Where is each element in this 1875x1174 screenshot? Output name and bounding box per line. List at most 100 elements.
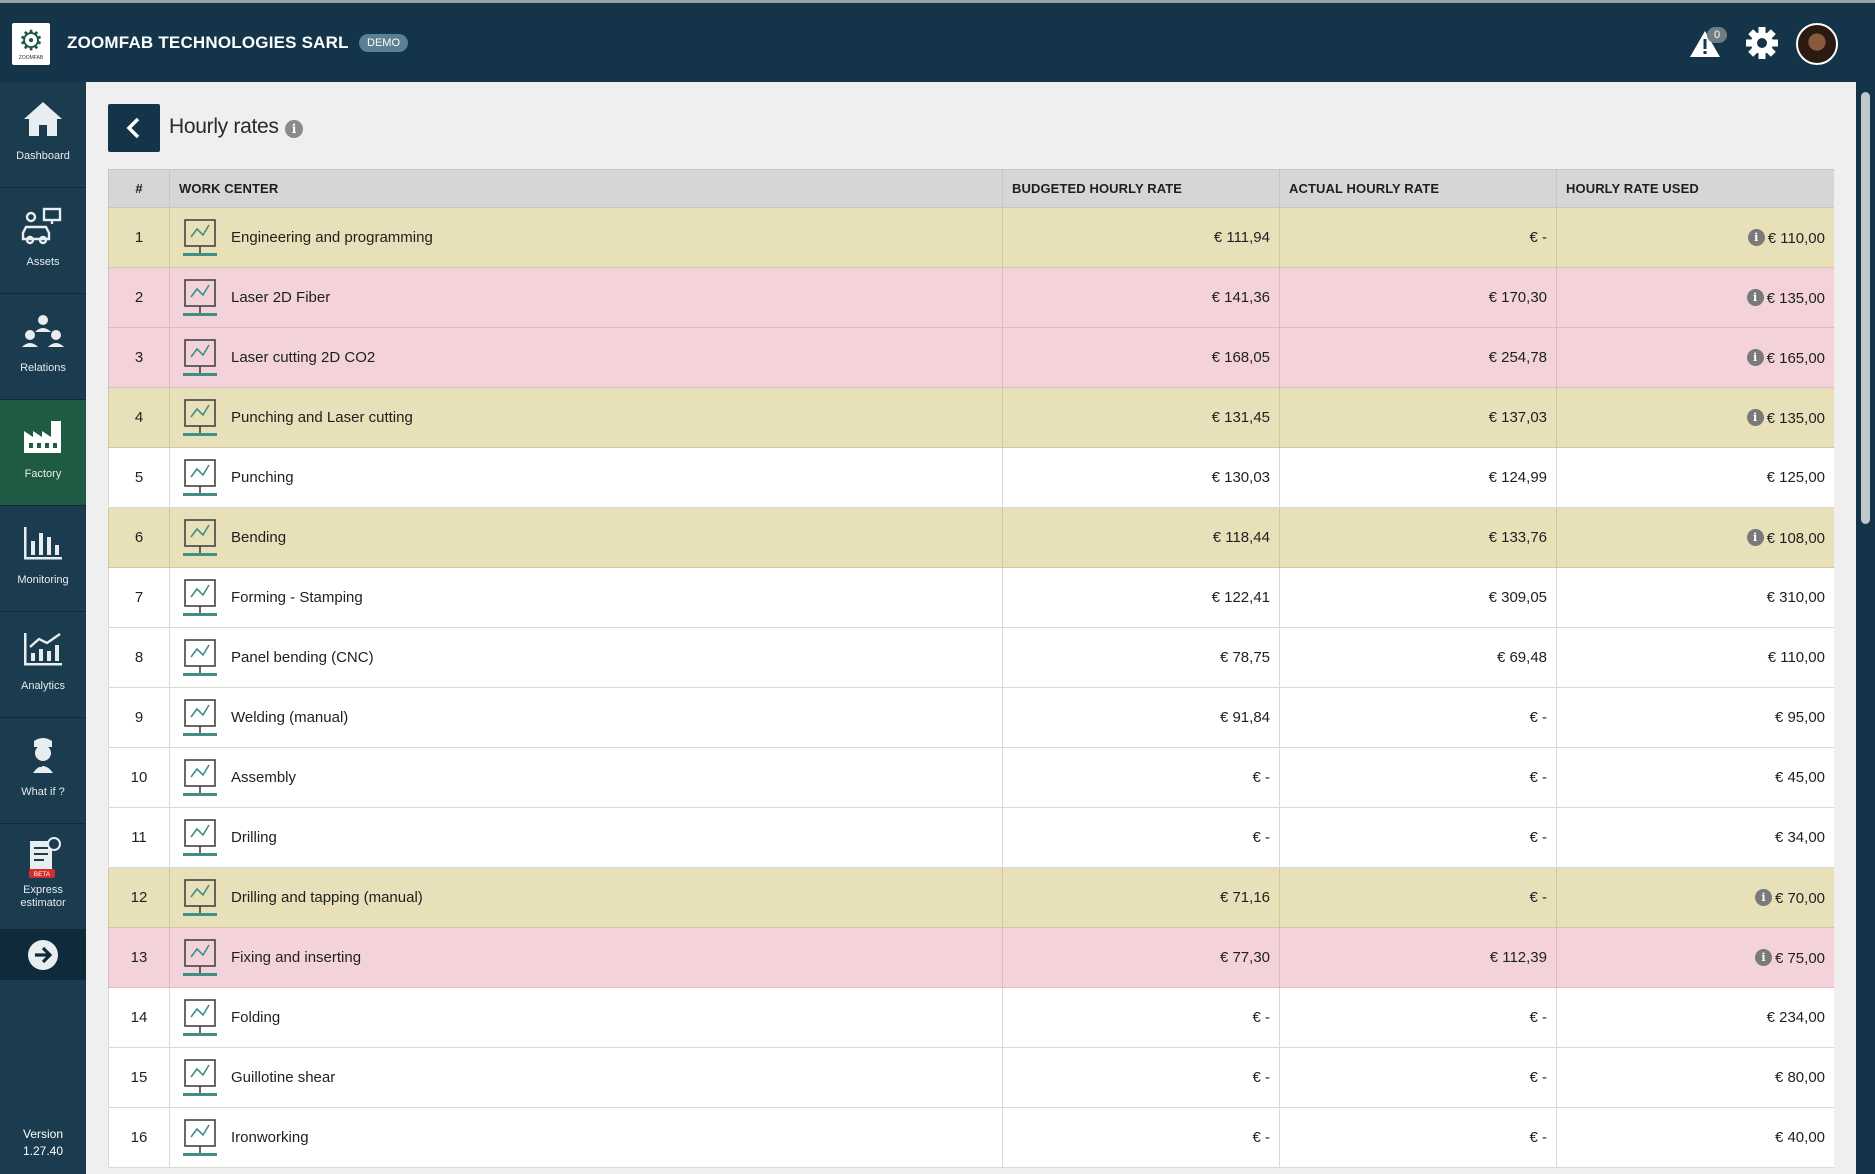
table-row[interactable]: 4 Punching and Laser cutting € 131,45 € 137… [108, 387, 1834, 448]
work-center-cell[interactable]: Folding [169, 987, 1003, 1048]
rate-used-value: € 125,00 [1766, 469, 1825, 486]
work-center-cell[interactable]: Laser cutting 2D CO2 [169, 327, 1003, 388]
rate-used-cell[interactable]: € 45,00 [1556, 747, 1834, 808]
sidebar-item-analytics[interactable]: Analytics [0, 612, 86, 718]
work-center-cell[interactable]: Forming - Stamping [169, 567, 1003, 628]
actual-rate-cell: € 170,30 [1279, 267, 1557, 328]
table-row[interactable]: 2 Laser 2D Fiber € 141,36 € 170,30 i € 135,00 [108, 267, 1834, 328]
column-header-budgeted-rate[interactable]: BUDGETED HOURLY RATE [1002, 169, 1280, 208]
expand-sidebar-button[interactable] [0, 930, 86, 980]
gear-logo-icon: ⚙ [18, 25, 44, 56]
sidebar-item-label: Assets [26, 256, 60, 268]
work-center-name: Ironworking [231, 1129, 309, 1146]
table-row[interactable]: 7 Forming - Stamping € 122,41 € 309,05 € 310… [108, 567, 1834, 628]
worker-fixing-icon [183, 938, 217, 976]
rate-used-cell[interactable]: i € 75,00 [1556, 927, 1834, 988]
work-center-cell[interactable]: Laser 2D Fiber [169, 267, 1003, 328]
rate-used-cell[interactable]: i € 135,00 [1556, 267, 1834, 328]
rate-used-value: € 75,00 [1774, 949, 1825, 967]
rate-used-value: € 80,00 [1774, 1069, 1825, 1086]
budgeted-rate-cell: € 141,36 [1002, 267, 1280, 328]
info-icon[interactable]: i [1746, 348, 1764, 366]
rate-used-cell[interactable]: € 80,00 [1556, 1047, 1834, 1108]
budgeted-rate-cell: € - [1002, 1047, 1280, 1108]
scrollbar-thumb[interactable] [1861, 92, 1870, 524]
arrow-right-circle-icon [28, 940, 58, 970]
hourly-rates-table-container: # WORK CENTER BUDGETED HOURLY RATE ACTUA… [108, 169, 1834, 1174]
work-center-cell[interactable]: Welding (manual) [169, 687, 1003, 748]
actual-rate-cell: € - [1279, 687, 1557, 748]
rate-used-cell[interactable]: € 34,00 [1556, 807, 1834, 868]
table-row[interactable]: 16 Ironworking € - € - € 40,00 [108, 1107, 1834, 1168]
rate-used-cell[interactable]: i € 108,00 [1556, 507, 1834, 568]
rate-used-cell[interactable]: i € 70,00 [1556, 867, 1834, 928]
back-button[interactable] [108, 104, 160, 152]
row-number: 14 [108, 987, 170, 1048]
rate-used-cell[interactable]: € 95,00 [1556, 687, 1834, 748]
table-row[interactable]: 6 Bending € 118,44 € 133,76 i € 108,00 [108, 507, 1834, 568]
info-icon[interactable]: i [285, 120, 303, 138]
work-center-name: Engineering and programming [231, 229, 433, 246]
rate-used-cell[interactable]: € 125,00 [1556, 447, 1834, 508]
vertical-scrollbar[interactable] [1856, 82, 1875, 1174]
rate-used-cell[interactable]: € 234,00 [1556, 987, 1834, 1048]
table-row[interactable]: 5 Punching € 130,03 € 124,99 € 125,00 [108, 447, 1834, 508]
work-center-cell[interactable]: Drilling and tapping (manual) [169, 867, 1003, 928]
sidebar-item-express-estimator[interactable]: BETA Express estimator [0, 824, 86, 930]
work-center-cell[interactable]: Engineering and programming [169, 207, 1003, 268]
rate-used-value: € 45,00 [1774, 769, 1825, 786]
work-center-cell[interactable]: Guillotine shear [169, 1047, 1003, 1108]
table-row[interactable]: 15 Guillotine shear € - € - € 80,00 [108, 1047, 1834, 1108]
actual-rate-cell: € 133,76 [1279, 507, 1557, 568]
company-logo[interactable]: ⚙ ZOOMFAB [12, 23, 50, 65]
settings-button[interactable] [1744, 25, 1780, 61]
page-title: Hourly rates [169, 115, 279, 138]
table-row[interactable]: 13 Fixing and inserting € 77,30 € 112,39 i € … [108, 927, 1834, 988]
work-center-cell[interactable]: Panel bending (CNC) [169, 627, 1003, 688]
rate-used-cell[interactable]: i € 110,00 [1556, 207, 1834, 268]
column-header-rate-used[interactable]: HOURLY RATE USED [1556, 169, 1834, 208]
column-header-number[interactable]: # [108, 169, 170, 208]
sidebar-item-factory[interactable]: Factory [0, 400, 86, 506]
sidebar-item-monitoring[interactable]: Monitoring [0, 506, 86, 612]
tools-icon [183, 758, 217, 796]
row-number: 15 [108, 1047, 170, 1108]
notifications-button[interactable]: 0 [1688, 27, 1727, 61]
column-header-work-center[interactable]: WORK CENTER [169, 169, 1003, 208]
work-center-cell[interactable]: Punching [169, 447, 1003, 508]
rate-used-cell[interactable]: € 310,00 [1556, 567, 1834, 628]
table-row[interactable]: 10 Assembly € - € - € 45,00 [108, 747, 1834, 808]
rate-used-cell[interactable]: i € 165,00 [1556, 327, 1834, 388]
rate-used-cell[interactable]: i € 135,00 [1556, 387, 1834, 448]
table-row[interactable]: 12 Drilling and tapping (manual) € 71,16 € … [108, 867, 1834, 928]
column-header-actual-rate[interactable]: ACTUAL HOURLY RATE [1279, 169, 1557, 208]
table-row[interactable]: 11 Drilling € - € - € 34,00 [108, 807, 1834, 868]
sidebar-item-assets[interactable]: Assets [0, 188, 86, 294]
info-icon[interactable]: i [1754, 888, 1772, 906]
rate-used-cell[interactable]: € 110,00 [1556, 627, 1834, 688]
sidebar-item-dashboard[interactable]: Dashboard [0, 82, 86, 188]
table-row[interactable]: 8 Panel bending (CNC) € 78,75 € 69,48 € 110,… [108, 627, 1834, 688]
sidebar-item-what-if[interactable]: What if ? [0, 718, 86, 824]
table-row[interactable]: 1 Engineering and programming € 111,94 € -i… [108, 207, 1834, 268]
info-icon[interactable]: i [1746, 408, 1764, 426]
info-icon[interactable]: i [1746, 288, 1764, 306]
sidebar-item-relations[interactable]: Relations [0, 294, 86, 400]
work-center-cell[interactable]: Punching and Laser cutting [169, 387, 1003, 448]
table-row[interactable]: 9 Welding (manual) € 91,84 € - € 95,00 [108, 687, 1834, 748]
row-number: 2 [108, 267, 170, 328]
work-center-cell[interactable]: Drilling [169, 807, 1003, 868]
people-network-icon [20, 308, 66, 354]
panel-bending-icon [183, 638, 217, 676]
work-center-cell[interactable]: Ironworking [169, 1107, 1003, 1168]
info-icon[interactable]: i [1746, 528, 1764, 546]
info-icon[interactable]: i [1754, 948, 1772, 966]
table-row[interactable]: 3 Laser cutting 2D CO2 € 168,05 € 254,78 i € … [108, 327, 1834, 388]
work-center-cell[interactable]: Fixing and inserting [169, 927, 1003, 988]
work-center-cell[interactable]: Assembly [169, 747, 1003, 808]
rate-used-cell[interactable]: € 40,00 [1556, 1107, 1834, 1168]
info-icon[interactable]: i [1747, 228, 1765, 246]
user-avatar[interactable] [1796, 23, 1838, 65]
work-center-cell[interactable]: Bending [169, 507, 1003, 568]
table-row[interactable]: 14 Folding € - € - € 234,00 [108, 987, 1834, 1048]
